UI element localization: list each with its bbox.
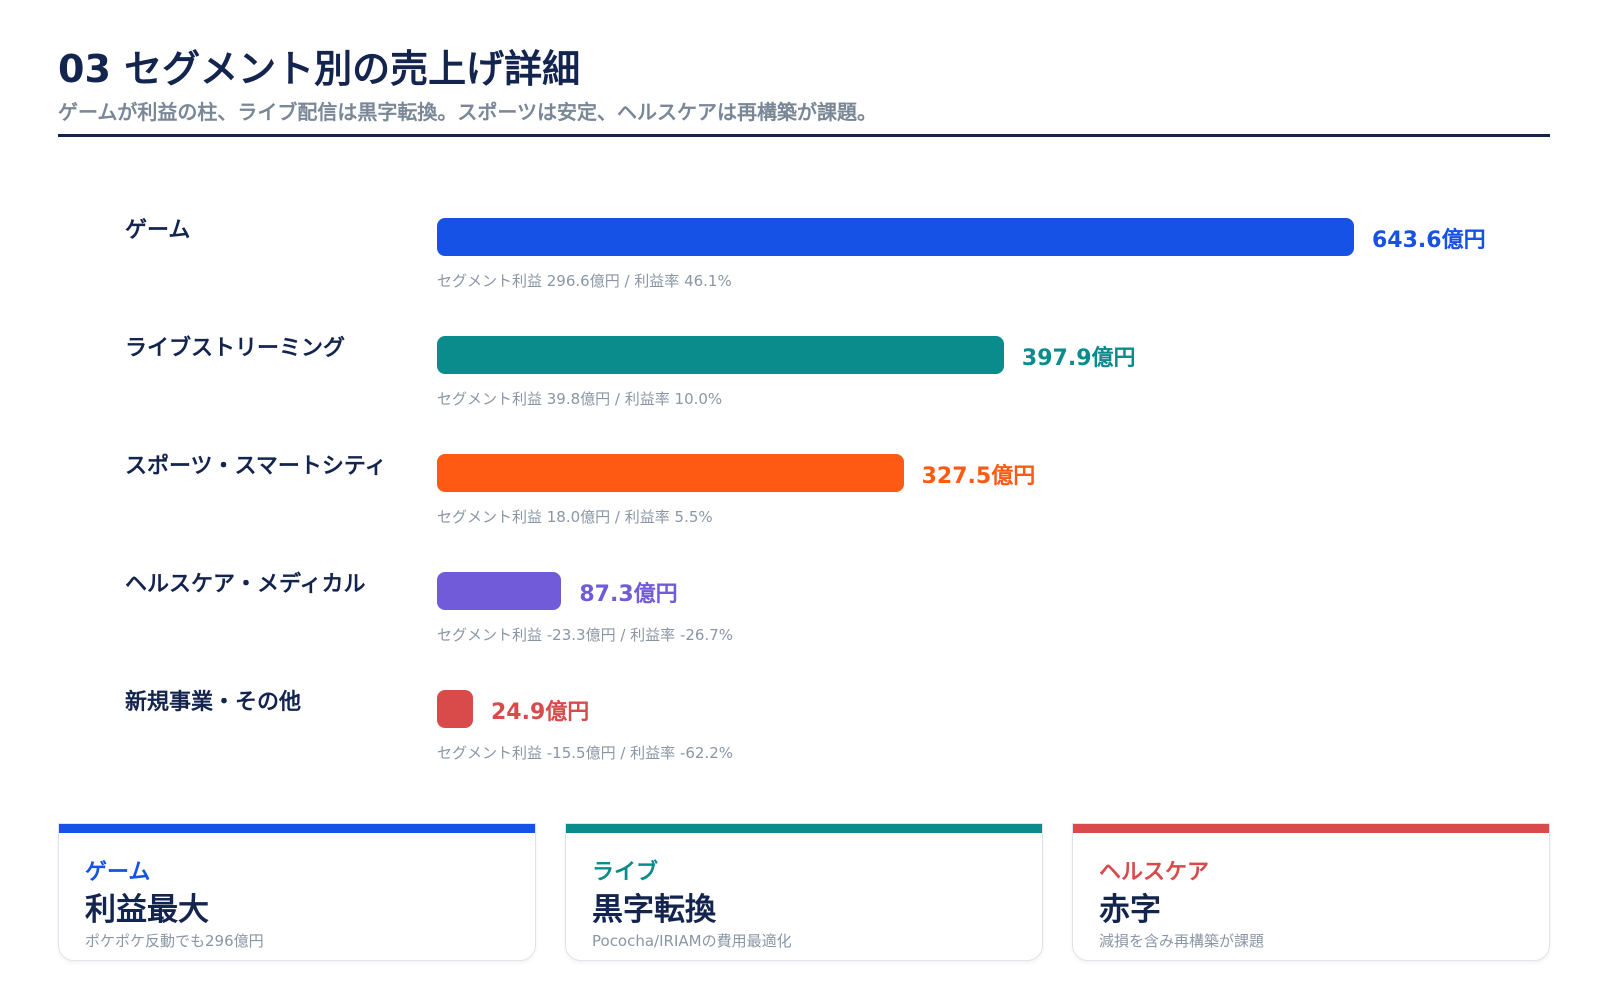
bar <box>437 572 562 610</box>
summary-card-game: ゲーム 利益最大 ポケポケ反動でも296億円 <box>58 823 536 961</box>
segment-profit-label: セグメント利益 296.6億円 / 利益率 46.1% <box>437 272 732 290</box>
bar <box>437 690 473 728</box>
category-label: スポーツ・スマートシティ <box>125 454 387 479</box>
card-accent-bar <box>1073 824 1549 833</box>
segment-revenue-chart: ゲーム 643.6億円セグメント利益 296.6億円 / 利益率 46.1% ライブ… <box>0 190 1600 770</box>
page-title: 03 セグメント別の売上げ詳細 <box>58 47 581 91</box>
value-label: 87.3億円 <box>579 582 678 607</box>
card-tag: ゲーム <box>85 860 151 885</box>
header: 03 セグメント別の売上げ詳細 ゲームが利益の柱、ライブ配信は黒字転換。スポーツ… <box>58 44 1550 137</box>
chart-row: スポーツ・スマートシティ 327.5億円セグメント利益 18.0億円 / 利益率 … <box>0 426 1600 544</box>
page-subtitle: ゲームが利益の柱、ライブ配信は黒字転換。スポーツは安定、ヘルスケアは再構築が課題… <box>58 100 877 124</box>
chart-row: ライブストリーミング 397.9億円セグメント利益 39.8億円 / 利益率 10… <box>0 308 1600 426</box>
value-label: 24.9億円 <box>491 700 590 725</box>
chart-row: 新規事業・その他 24.9億円セグメント利益 -15.5億円 / 利益率 -62.… <box>0 662 1600 780</box>
segment-profit-label: セグメント利益 -23.3億円 / 利益率 -26.7% <box>437 626 734 644</box>
value-label: 327.5億円 <box>921 464 1036 489</box>
category-label: ヘルスケア・メディカル <box>125 572 366 597</box>
card-note: Pococha/IRIAMの費用最適化 <box>592 932 792 950</box>
summary-card-live: ライブ 黒字転換 Pococha/IRIAMの費用最適化 <box>565 823 1043 961</box>
category-label: 新規事業・その他 <box>125 690 302 715</box>
summary-cards: ゲーム 利益最大 ポケポケ反動でも296億円 ライブ 黒字転換 Pococha/… <box>58 823 1550 963</box>
card-headline: 利益最大 <box>85 892 209 928</box>
bar <box>437 218 1354 256</box>
segment-profit-label: セグメント利益 -15.5億円 / 利益率 -62.2% <box>437 744 734 762</box>
card-accent-bar <box>59 824 535 833</box>
segment-profit-label: セグメント利益 39.8億円 / 利益率 10.0% <box>437 390 723 408</box>
header-divider <box>58 134 1550 137</box>
card-accent-bar <box>566 824 1042 833</box>
value-label: 397.9億円 <box>1021 346 1136 371</box>
segment-profit-label: セグメント利益 18.0億円 / 利益率 5.5% <box>437 508 713 526</box>
chart-row: ヘルスケア・メディカル 87.3億円セグメント利益 -23.3億円 / 利益率 -… <box>0 544 1600 662</box>
category-label: ゲーム <box>125 218 191 243</box>
card-headline: 赤字 <box>1099 892 1161 928</box>
card-headline: 黒字転換 <box>592 892 716 928</box>
card-tag: ライブ <box>592 860 659 885</box>
chart-row: ゲーム 643.6億円セグメント利益 296.6億円 / 利益率 46.1% <box>0 190 1600 308</box>
card-tag: ヘルスケア <box>1099 860 1210 885</box>
card-note: 減損を含み再構築が課題 <box>1099 932 1265 950</box>
bar <box>437 454 904 492</box>
value-label: 643.6億円 <box>1372 228 1486 253</box>
summary-card-healthcare: ヘルスケア 赤字 減損を含み再構築が課題 <box>1072 823 1550 961</box>
category-label: ライブストリーミング <box>125 336 346 361</box>
bar <box>437 336 1004 374</box>
card-note: ポケポケ反動でも296億円 <box>85 932 264 950</box>
